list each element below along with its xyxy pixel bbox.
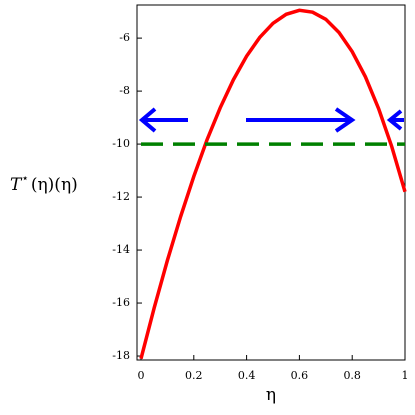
x-axis-label: η: [266, 385, 276, 405]
y-tick-label: -10: [112, 137, 130, 150]
y-tick-label: -14: [112, 243, 130, 256]
y-tick-label: -18: [112, 349, 130, 362]
x-tick-label: 0.4: [238, 369, 256, 382]
x-tick-label: 0.6: [291, 369, 309, 382]
arrows: [138, 107, 404, 133]
arrow-head: [334, 107, 356, 133]
y-label-superscript: ⋆: [21, 171, 29, 185]
y-label-symbol: T: [10, 175, 23, 195]
arrow-head: [386, 109, 403, 131]
y-label-args: (η)(η): [31, 175, 78, 195]
plot-frame: [136, 4, 406, 361]
y-tick-label: -6: [119, 31, 130, 44]
x-tick-label: 0: [138, 369, 145, 382]
x-tick-label: 0.2: [185, 369, 203, 382]
x-tick-label: 1: [402, 369, 409, 382]
y-tick-label: -16: [112, 296, 130, 309]
line-series: [139, 8, 407, 360]
y-tick-label: -12: [112, 190, 130, 203]
y-axis-label: T⋆ (η)(η): [10, 171, 78, 195]
arrow-head: [138, 107, 157, 133]
y-tick-label: -8: [119, 84, 130, 97]
x-tick-label: 0.8: [343, 369, 361, 382]
